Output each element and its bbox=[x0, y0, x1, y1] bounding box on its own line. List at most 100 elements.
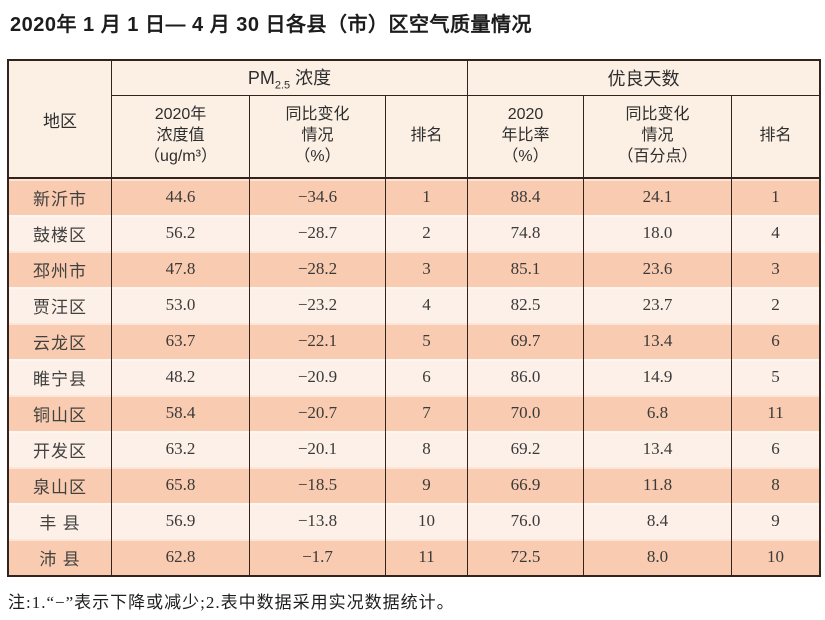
days-rank-cell: 4 bbox=[732, 215, 820, 251]
table-row: 泉山区 65.8 −18.5 9 66.9 11.8 8 bbox=[9, 467, 820, 503]
region-cell: 贾汪区 bbox=[9, 287, 112, 323]
pm-value-cell: 63.7 bbox=[112, 323, 250, 359]
table-row: 贾汪区 53.0 −23.2 4 82.5 23.7 2 bbox=[9, 287, 820, 323]
days-change-cell: 6.8 bbox=[584, 395, 733, 431]
col-header-pm-rank: 排名 bbox=[386, 96, 469, 179]
pm-change-cell: −28.7 bbox=[250, 215, 386, 251]
pm-change-cell: −23.2 bbox=[250, 287, 386, 323]
table-row: 铜山区 58.4 −20.7 7 70.0 6.8 11 bbox=[9, 395, 820, 431]
pm-rank-cell: 5 bbox=[386, 323, 469, 359]
days-ratio-cell: 82.5 bbox=[468, 287, 585, 323]
days-rank-cell: 6 bbox=[732, 431, 820, 467]
days-change-cell: 11.8 bbox=[584, 467, 733, 503]
pm-rank-cell: 4 bbox=[386, 287, 469, 323]
region-cell: 丰 县 bbox=[9, 503, 112, 539]
days-change-cell: 13.4 bbox=[584, 323, 733, 359]
pm-rank-cell: 6 bbox=[386, 359, 469, 395]
pm25-label-prefix: PM bbox=[247, 68, 275, 89]
col-header-pm-change: 同比变化 情况 （%） bbox=[250, 96, 386, 179]
pm-rank-cell: 7 bbox=[386, 395, 469, 431]
days-ratio-cell: 70.0 bbox=[468, 395, 585, 431]
days-rank-cell: 9 bbox=[732, 503, 820, 539]
table-row: 鼓楼区 56.2 −28.7 2 74.8 18.0 4 bbox=[9, 215, 820, 251]
pm-value-cell: 47.8 bbox=[112, 251, 250, 287]
pm-change-cell: −1.7 bbox=[250, 539, 386, 575]
days-change-cell: 14.9 bbox=[584, 359, 733, 395]
pm-value-cell: 63.2 bbox=[112, 431, 250, 467]
col-header-days-change: 同比变化 情况 （百分点） bbox=[584, 96, 733, 179]
days-change-cell: 8.0 bbox=[584, 539, 733, 575]
region-cell: 云龙区 bbox=[9, 323, 112, 359]
air-quality-table: 地区 PM2.5 浓度 优良天数 2020年 浓度值 （ug/m³） 同比变化 … bbox=[7, 59, 822, 577]
pm-value-cell: 56.9 bbox=[112, 503, 250, 539]
days-ratio-cell: 69.7 bbox=[468, 323, 585, 359]
days-change-cell: 23.6 bbox=[584, 251, 733, 287]
days-ratio-cell: 76.0 bbox=[468, 503, 585, 539]
region-cell: 邳州市 bbox=[9, 251, 112, 287]
pm-rank-cell: 3 bbox=[386, 251, 469, 287]
days-ratio-cell: 72.5 bbox=[468, 539, 585, 575]
pm-rank-cell: 8 bbox=[386, 431, 469, 467]
pm-value-cell: 48.2 bbox=[112, 359, 250, 395]
region-cell: 泉山区 bbox=[9, 467, 112, 503]
pm-change-cell: −28.2 bbox=[250, 251, 386, 287]
pm-value-cell: 53.0 bbox=[112, 287, 250, 323]
region-cell: 睢宁县 bbox=[9, 359, 112, 395]
days-ratio-cell: 86.0 bbox=[468, 359, 585, 395]
days-ratio-cell: 85.1 bbox=[468, 251, 585, 287]
table-row: 新沂市 44.6 −34.6 1 88.4 24.1 1 bbox=[9, 179, 820, 215]
footnote: 注:1.“−”表示下降或减少;2.表中数据采用实况数据统计。 bbox=[8, 593, 455, 612]
pm-change-cell: −20.9 bbox=[250, 359, 386, 395]
pm-rank-cell: 10 bbox=[386, 503, 469, 539]
pm-change-cell: −20.1 bbox=[250, 431, 386, 467]
col-header-region: 地区 bbox=[9, 61, 112, 179]
days-ratio-cell: 66.9 bbox=[468, 467, 585, 503]
days-rank-cell: 2 bbox=[732, 287, 820, 323]
table-row: 开发区 63.2 −20.1 8 69.2 13.4 6 bbox=[9, 431, 820, 467]
days-change-cell: 13.4 bbox=[584, 431, 733, 467]
pm-change-cell: −20.7 bbox=[250, 395, 386, 431]
region-cell: 铜山区 bbox=[9, 395, 112, 431]
days-rank-cell: 8 bbox=[732, 467, 820, 503]
pm-value-cell: 58.4 bbox=[112, 395, 250, 431]
col-group-pm25: PM2.5 浓度 bbox=[112, 61, 469, 96]
pm-rank-cell: 1 bbox=[386, 179, 469, 215]
table-row: 邳州市 47.8 −28.2 3 85.1 23.6 3 bbox=[9, 251, 820, 287]
days-change-cell: 18.0 bbox=[584, 215, 733, 251]
region-cell: 沛 县 bbox=[9, 539, 112, 575]
region-cell: 鼓楼区 bbox=[9, 215, 112, 251]
days-rank-cell: 10 bbox=[732, 539, 820, 575]
pm25-label-suffix: 浓度 bbox=[290, 68, 332, 89]
pm-value-cell: 65.8 bbox=[112, 467, 250, 503]
days-ratio-cell: 69.2 bbox=[468, 431, 585, 467]
days-rank-cell: 3 bbox=[732, 251, 820, 287]
days-ratio-cell: 74.8 bbox=[468, 215, 585, 251]
days-change-cell: 23.7 bbox=[584, 287, 733, 323]
pm-change-cell: −13.8 bbox=[250, 503, 386, 539]
table-row: 丰 县 56.9 −13.8 10 76.0 8.4 9 bbox=[9, 503, 820, 539]
col-header-days-ratio: 2020 年比率 （%） bbox=[468, 96, 585, 179]
days-change-cell: 24.1 bbox=[584, 179, 733, 215]
table-row: 云龙区 63.7 −22.1 5 69.7 13.4 6 bbox=[9, 323, 820, 359]
pm-change-cell: −18.5 bbox=[250, 467, 386, 503]
pm-change-cell: −22.1 bbox=[250, 323, 386, 359]
pm-rank-cell: 9 bbox=[386, 467, 469, 503]
table-row: 沛 县 62.8 −1.7 11 72.5 8.0 10 bbox=[9, 539, 820, 575]
pm-value-cell: 56.2 bbox=[112, 215, 250, 251]
header-group-row: 地区 PM2.5 浓度 优良天数 bbox=[9, 61, 820, 179]
pm25-label-subscript: 2.5 bbox=[274, 79, 291, 92]
pm-rank-cell: 2 bbox=[386, 215, 469, 251]
pm-value-cell: 44.6 bbox=[112, 179, 250, 215]
col-header-days-rank: 排名 bbox=[732, 96, 820, 179]
col-header-pm-value: 2020年 浓度值 （ug/m³） bbox=[112, 96, 250, 179]
table-row: 睢宁县 48.2 −20.9 6 86.0 14.9 5 bbox=[9, 359, 820, 395]
region-cell: 开发区 bbox=[9, 431, 112, 467]
days-rank-cell: 11 bbox=[732, 395, 820, 431]
header-sub-row: 2020年 浓度值 （ug/m³） 同比变化 情况 （%） 排名 2020 年比… bbox=[9, 96, 820, 179]
col-group-good-days: 优良天数 bbox=[468, 61, 820, 96]
days-change-cell: 8.4 bbox=[584, 503, 733, 539]
pm-value-cell: 62.8 bbox=[112, 539, 250, 575]
days-rank-cell: 5 bbox=[732, 359, 820, 395]
days-rank-cell: 6 bbox=[732, 323, 820, 359]
page-title: 2020年 1 月 1 日— 4 月 30 日各县（市）区空气质量情况 bbox=[10, 14, 533, 36]
